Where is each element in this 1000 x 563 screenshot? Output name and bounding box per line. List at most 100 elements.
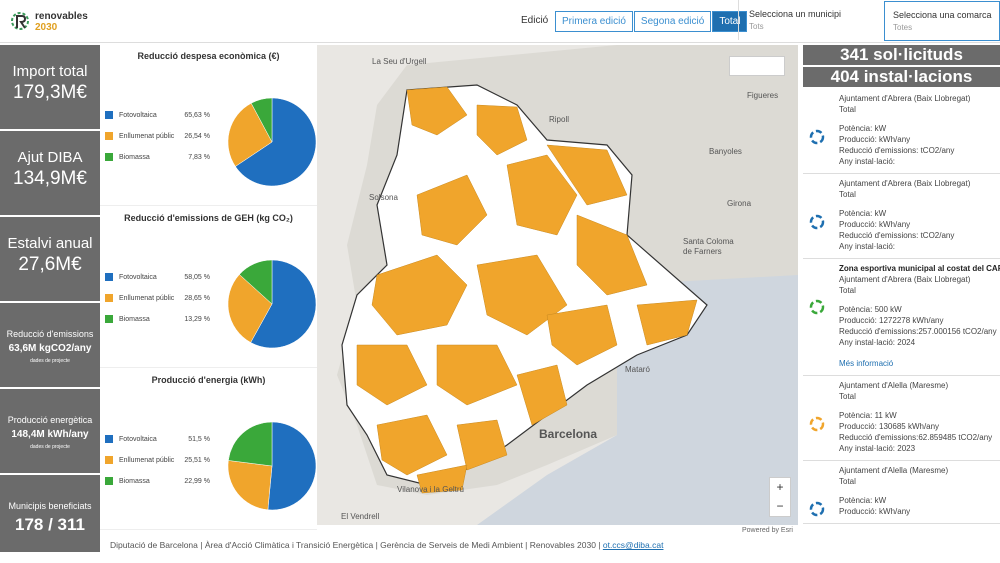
place-label: Ripoll — [549, 115, 570, 124]
zoom-controls[interactable]: + − — [769, 477, 791, 517]
kpi-value: 134,9M€ — [13, 168, 87, 189]
legend-label: Fotovoltaica — [119, 111, 157, 119]
item-icon — [809, 416, 825, 432]
municipalities — [356, 86, 698, 494]
sea — [477, 275, 798, 525]
item-field: Producció: kWh/any — [839, 220, 911, 229]
chart-title: Reducció d'emissions de GEH (kg CO₂) — [124, 213, 293, 223]
legend-swatch — [105, 435, 113, 443]
item-field: Reducció d'emissions:62.859485 tCO2/any — [839, 433, 993, 442]
pie — [227, 421, 317, 511]
map-tools[interactable] — [729, 56, 785, 76]
footer-text: Diputació de Barcelona | Àrea d'Acció Cl… — [110, 540, 603, 550]
municipi-select[interactable]: Selecciona un municipi Tots — [738, 0, 884, 40]
legend-label: Enllumenat públic — [119, 456, 175, 464]
legend-item: Biomassa 13,29 % — [105, 315, 210, 323]
legend-label: Biomassa — [119, 477, 150, 485]
place-label: Vilanova i la Geltrú — [397, 485, 464, 494]
result-item: Ajuntament d'Alella (Maresme) Total Potènc… — [803, 461, 1000, 524]
legend-value: 65,63 % — [184, 111, 210, 119]
legend-item: Biomassa 22,99 % — [105, 477, 210, 485]
result-item: Ajuntament d'Abrera (Baix Llobregat) Tota… — [803, 174, 1000, 259]
legend-swatch — [105, 294, 113, 302]
legend-swatch — [105, 456, 113, 464]
results-panel: 341 sol·licituds 404 instal·lacions Ajun… — [803, 45, 1000, 563]
icon-ring — [809, 416, 825, 432]
kpi-label: Reducció d'emissions — [6, 329, 94, 339]
item-heading: Ajuntament d'Alella (Maresme) — [839, 381, 949, 390]
kpi-label: Municipis beneficiats — [8, 501, 92, 511]
item-field: Potència: kW — [839, 496, 887, 505]
item-field: Any instal·lació: — [839, 157, 896, 166]
item-field: Producció: kWh/any — [839, 135, 911, 144]
select-label: Selecciona una comarca — [893, 10, 992, 20]
place-label: Santa Coloma de Farners — [683, 237, 734, 256]
item-field: Producció: 1272278 kWh/any — [839, 316, 944, 325]
place-label: Banyoles — [709, 147, 742, 156]
map-layer — [337, 45, 798, 525]
kpi-note: dades de projecte — [30, 444, 70, 450]
select-label: Selecciona un municipi — [749, 9, 842, 19]
kpi-label: Import total — [12, 63, 88, 80]
place-label: Figueres — [747, 91, 779, 100]
logo-icon — [11, 12, 29, 30]
pie-chart: Producció d'energia (kWh) Fotovoltaica 51,… — [100, 369, 317, 530]
item-icon — [809, 129, 825, 145]
legend-value: 28,65 % — [184, 294, 210, 302]
item-edition: Total — [839, 190, 856, 199]
legend-label: Fotovoltaica — [119, 435, 157, 443]
item-field: Reducció d'emissions: tCO2/any — [839, 231, 955, 240]
pie-slice — [228, 421, 273, 467]
legend-swatch — [105, 111, 113, 119]
summary-count: 404 instal·lacions — [803, 67, 1000, 87]
chart-title: Producció d'energia (kWh) — [151, 375, 266, 385]
edition-button[interactable]: Primera edició — [555, 11, 633, 32]
item-field: Reducció d'emissions:257.000156 tCO2/any — [839, 327, 997, 336]
item-heading: Ajuntament d'Abrera (Baix Llobregat) — [839, 179, 971, 188]
summary-count: 341 sol·licituds — [803, 45, 1000, 65]
kpi-label: Ajut DIBA — [17, 149, 83, 166]
kpi-label: Estalvi anual — [7, 235, 93, 252]
pie — [227, 97, 317, 187]
select-value: Totes — [893, 23, 913, 32]
footer-email[interactable]: ot.ccs@diba.cat — [602, 540, 664, 550]
legend-label: Fotovoltaica — [119, 273, 157, 281]
icon-ring — [809, 214, 825, 230]
map-credit: Powered by Esri — [742, 527, 793, 534]
legend-swatch — [105, 132, 113, 140]
comarca-select[interactable]: Selecciona una comarca Totes — [884, 1, 1000, 41]
place-label: Girona — [727, 199, 752, 208]
kpi-card: Import total 179,3M€ — [0, 45, 100, 129]
kpi-card: Ajut DIBA 134,9M€ — [0, 131, 100, 215]
pie-chart: Reducció d'emissions de GEH (kg CO₂) Foto… — [100, 207, 317, 368]
result-item: Ajuntament d'Abrera (Baix Llobregat) Tota… — [803, 89, 1000, 174]
edition-button[interactable]: Segona edició — [633, 11, 712, 32]
item-edition: Total — [839, 392, 856, 401]
legend-value: 25,51 % — [184, 456, 210, 464]
item-link[interactable]: Més informació — [839, 359, 894, 368]
legend-label: Biomassa — [119, 315, 150, 323]
place-label: Mataró — [625, 365, 650, 374]
chart-title: Reducció despesa econòmica (€) — [137, 51, 280, 61]
place-label: Barcelona — [539, 427, 598, 441]
item-field: Any instal·lació: 2024 — [839, 338, 916, 347]
legend-item: Enllumenat públic 25,51 % — [105, 456, 210, 464]
edition-buttons: Primera edició Segona edició Total — [555, 11, 748, 32]
select-value: Tots — [749, 22, 764, 31]
legend-item: Biomassa 7,83 % — [105, 153, 210, 161]
legend-swatch — [105, 477, 113, 485]
pie-chart: Reducció despesa econòmica (€) Fotovoltai… — [100, 45, 317, 206]
place-label: El Vendrell — [341, 512, 380, 521]
kpi-card: Producció energètica 148,4M kWh/any dades … — [0, 389, 100, 473]
legend-value: 26,54 % — [184, 132, 210, 140]
map[interactable]: La Seu d'Urgell Figueres Ripoll Banyoles Sol… — [317, 45, 798, 525]
item-list: Ajuntament d'Abrera (Baix Llobregat) Tota… — [803, 89, 1000, 524]
legend-value: 13,29 % — [184, 315, 210, 323]
pie-slice — [239, 259, 273, 305]
icon-ring — [809, 299, 825, 315]
item-heading: Ajuntament d'Abrera (Baix Llobregat) — [839, 94, 971, 103]
legend-item: Fotovoltaica 51,5 % — [105, 435, 210, 443]
kpi-card: Municipis beneficiats 178 / 311 — [0, 475, 100, 552]
icon-ring — [809, 501, 825, 517]
